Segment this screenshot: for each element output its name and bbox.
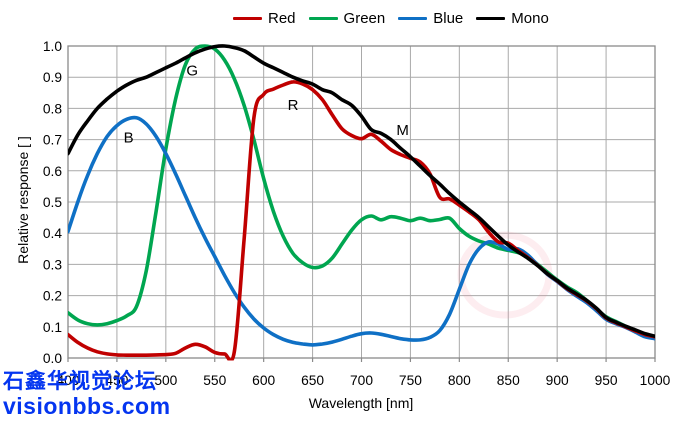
x-tick-label: 500: [154, 373, 177, 388]
legend-label: Mono: [511, 10, 549, 27]
watermark: 石鑫华视觉论坛 visionbbs.com: [3, 370, 171, 419]
x-tick-label: 900: [546, 373, 569, 388]
y-tick-label: 0.4: [43, 226, 63, 241]
x-tick-label: 400: [56, 373, 79, 388]
curve-mono: [68, 44, 655, 338]
y-tick-label: 0.7: [43, 133, 62, 148]
legend-line-swatch: [308, 16, 338, 21]
x-axis-title: Wavelength [nm]: [308, 395, 414, 411]
x-tick-label: 450: [105, 373, 128, 388]
x-tick-label: 850: [497, 373, 520, 388]
legend-label: Blue: [433, 10, 464, 27]
x-tick-label: 750: [399, 373, 422, 388]
x-tick-label: 1000: [640, 373, 671, 388]
y-axis-title: Relative response [ ]: [15, 136, 31, 264]
y-tick-label: 0.5: [43, 195, 63, 210]
legend-label: Green: [343, 10, 386, 27]
curve-label-r: R: [288, 97, 299, 114]
legend-item-red: Red: [233, 10, 296, 27]
x-tick-label: 950: [595, 373, 618, 388]
y-tick-label: 1.0: [43, 39, 63, 54]
y-tick-label: 0.3: [43, 257, 63, 272]
x-tick-label: 650: [301, 373, 324, 388]
x-tick-label: 700: [350, 373, 373, 388]
curve-label-g: G: [186, 63, 198, 80]
chart-legend: Red Green Blue Mono: [233, 10, 549, 27]
legend-line-swatch: [233, 16, 262, 21]
legend-line-swatch: [476, 16, 506, 21]
legend-label: Red: [268, 10, 296, 27]
y-tick-label: 0.6: [43, 164, 63, 179]
legend-line-swatch: [398, 16, 428, 21]
legend-item-green: Green: [308, 10, 386, 27]
y-tick-label: 0.9: [43, 70, 63, 85]
legend-item-blue: Blue: [398, 10, 463, 27]
x-tick-label: 800: [448, 373, 471, 388]
y-tick-label: 0.8: [43, 101, 63, 116]
curve-label-m: M: [396, 122, 409, 139]
curve-label-b: B: [124, 130, 134, 147]
y-tick-label: 0.1: [43, 320, 62, 335]
watermark-site-url: visionbbs.com: [3, 392, 171, 419]
y-tick-label: 0.0: [43, 351, 63, 366]
x-tick-label: 550: [203, 373, 226, 388]
x-tick-label: 600: [252, 373, 275, 388]
legend-item-mono: Mono: [476, 10, 549, 27]
watermark-site-name: 石鑫华视觉论坛: [3, 370, 157, 393]
y-tick-label: 0.2: [43, 289, 62, 304]
